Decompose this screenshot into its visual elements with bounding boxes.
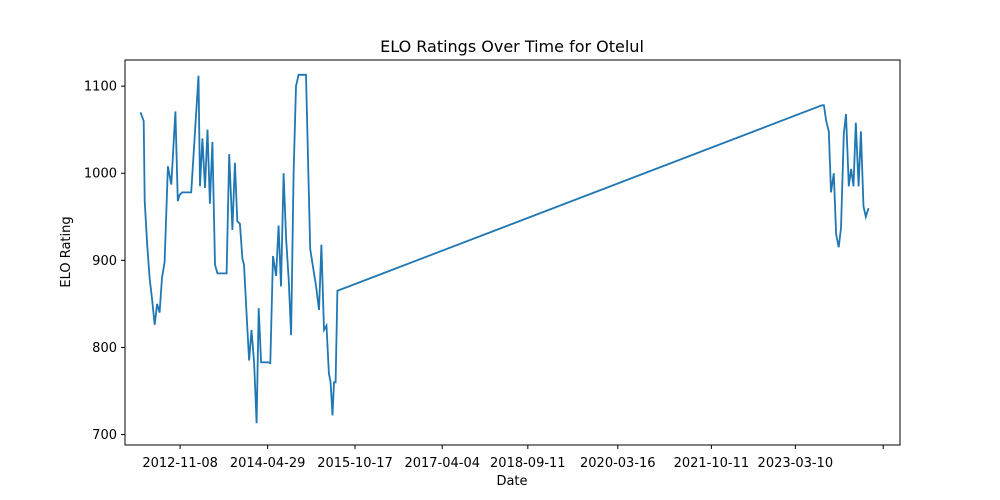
y-tick-label: 1000 xyxy=(84,167,117,182)
x-tick-label: 2015-10-17 xyxy=(317,456,393,471)
y-axis-label: ELO Rating xyxy=(59,216,74,287)
y-axis: 700 800 900 1000 1100 xyxy=(84,80,125,443)
x-tick-label: 2018-09-11 xyxy=(490,456,566,471)
x-tick-label: 2012-11-08 xyxy=(142,456,218,471)
chart-title: ELO Ratings Over Time for Otelul xyxy=(380,37,644,56)
plot-area: 2012-11-08 2014-04-29 2015-10-17 2017-04-04… xyxy=(84,59,901,471)
plot-frame xyxy=(124,59,901,446)
elo-series-line xyxy=(139,73,870,424)
y-tick-label: 800 xyxy=(92,341,117,356)
x-tick-label: 2017-04-04 xyxy=(404,456,480,471)
y-tick-label: 700 xyxy=(92,428,117,443)
x-axis: 2012-11-08 2014-04-29 2015-10-17 2017-04-04… xyxy=(142,445,884,471)
x-axis-label: Date xyxy=(496,474,527,489)
x-tick-label: 2023-03-10 xyxy=(758,456,834,471)
x-tick-label: 2014-04-29 xyxy=(230,456,306,471)
x-tick-label: 2020-03-16 xyxy=(580,456,656,471)
y-tick-label: 900 xyxy=(92,254,117,269)
x-tick-label: 2021-10-11 xyxy=(674,456,750,471)
y-tick-label: 1100 xyxy=(84,80,117,95)
